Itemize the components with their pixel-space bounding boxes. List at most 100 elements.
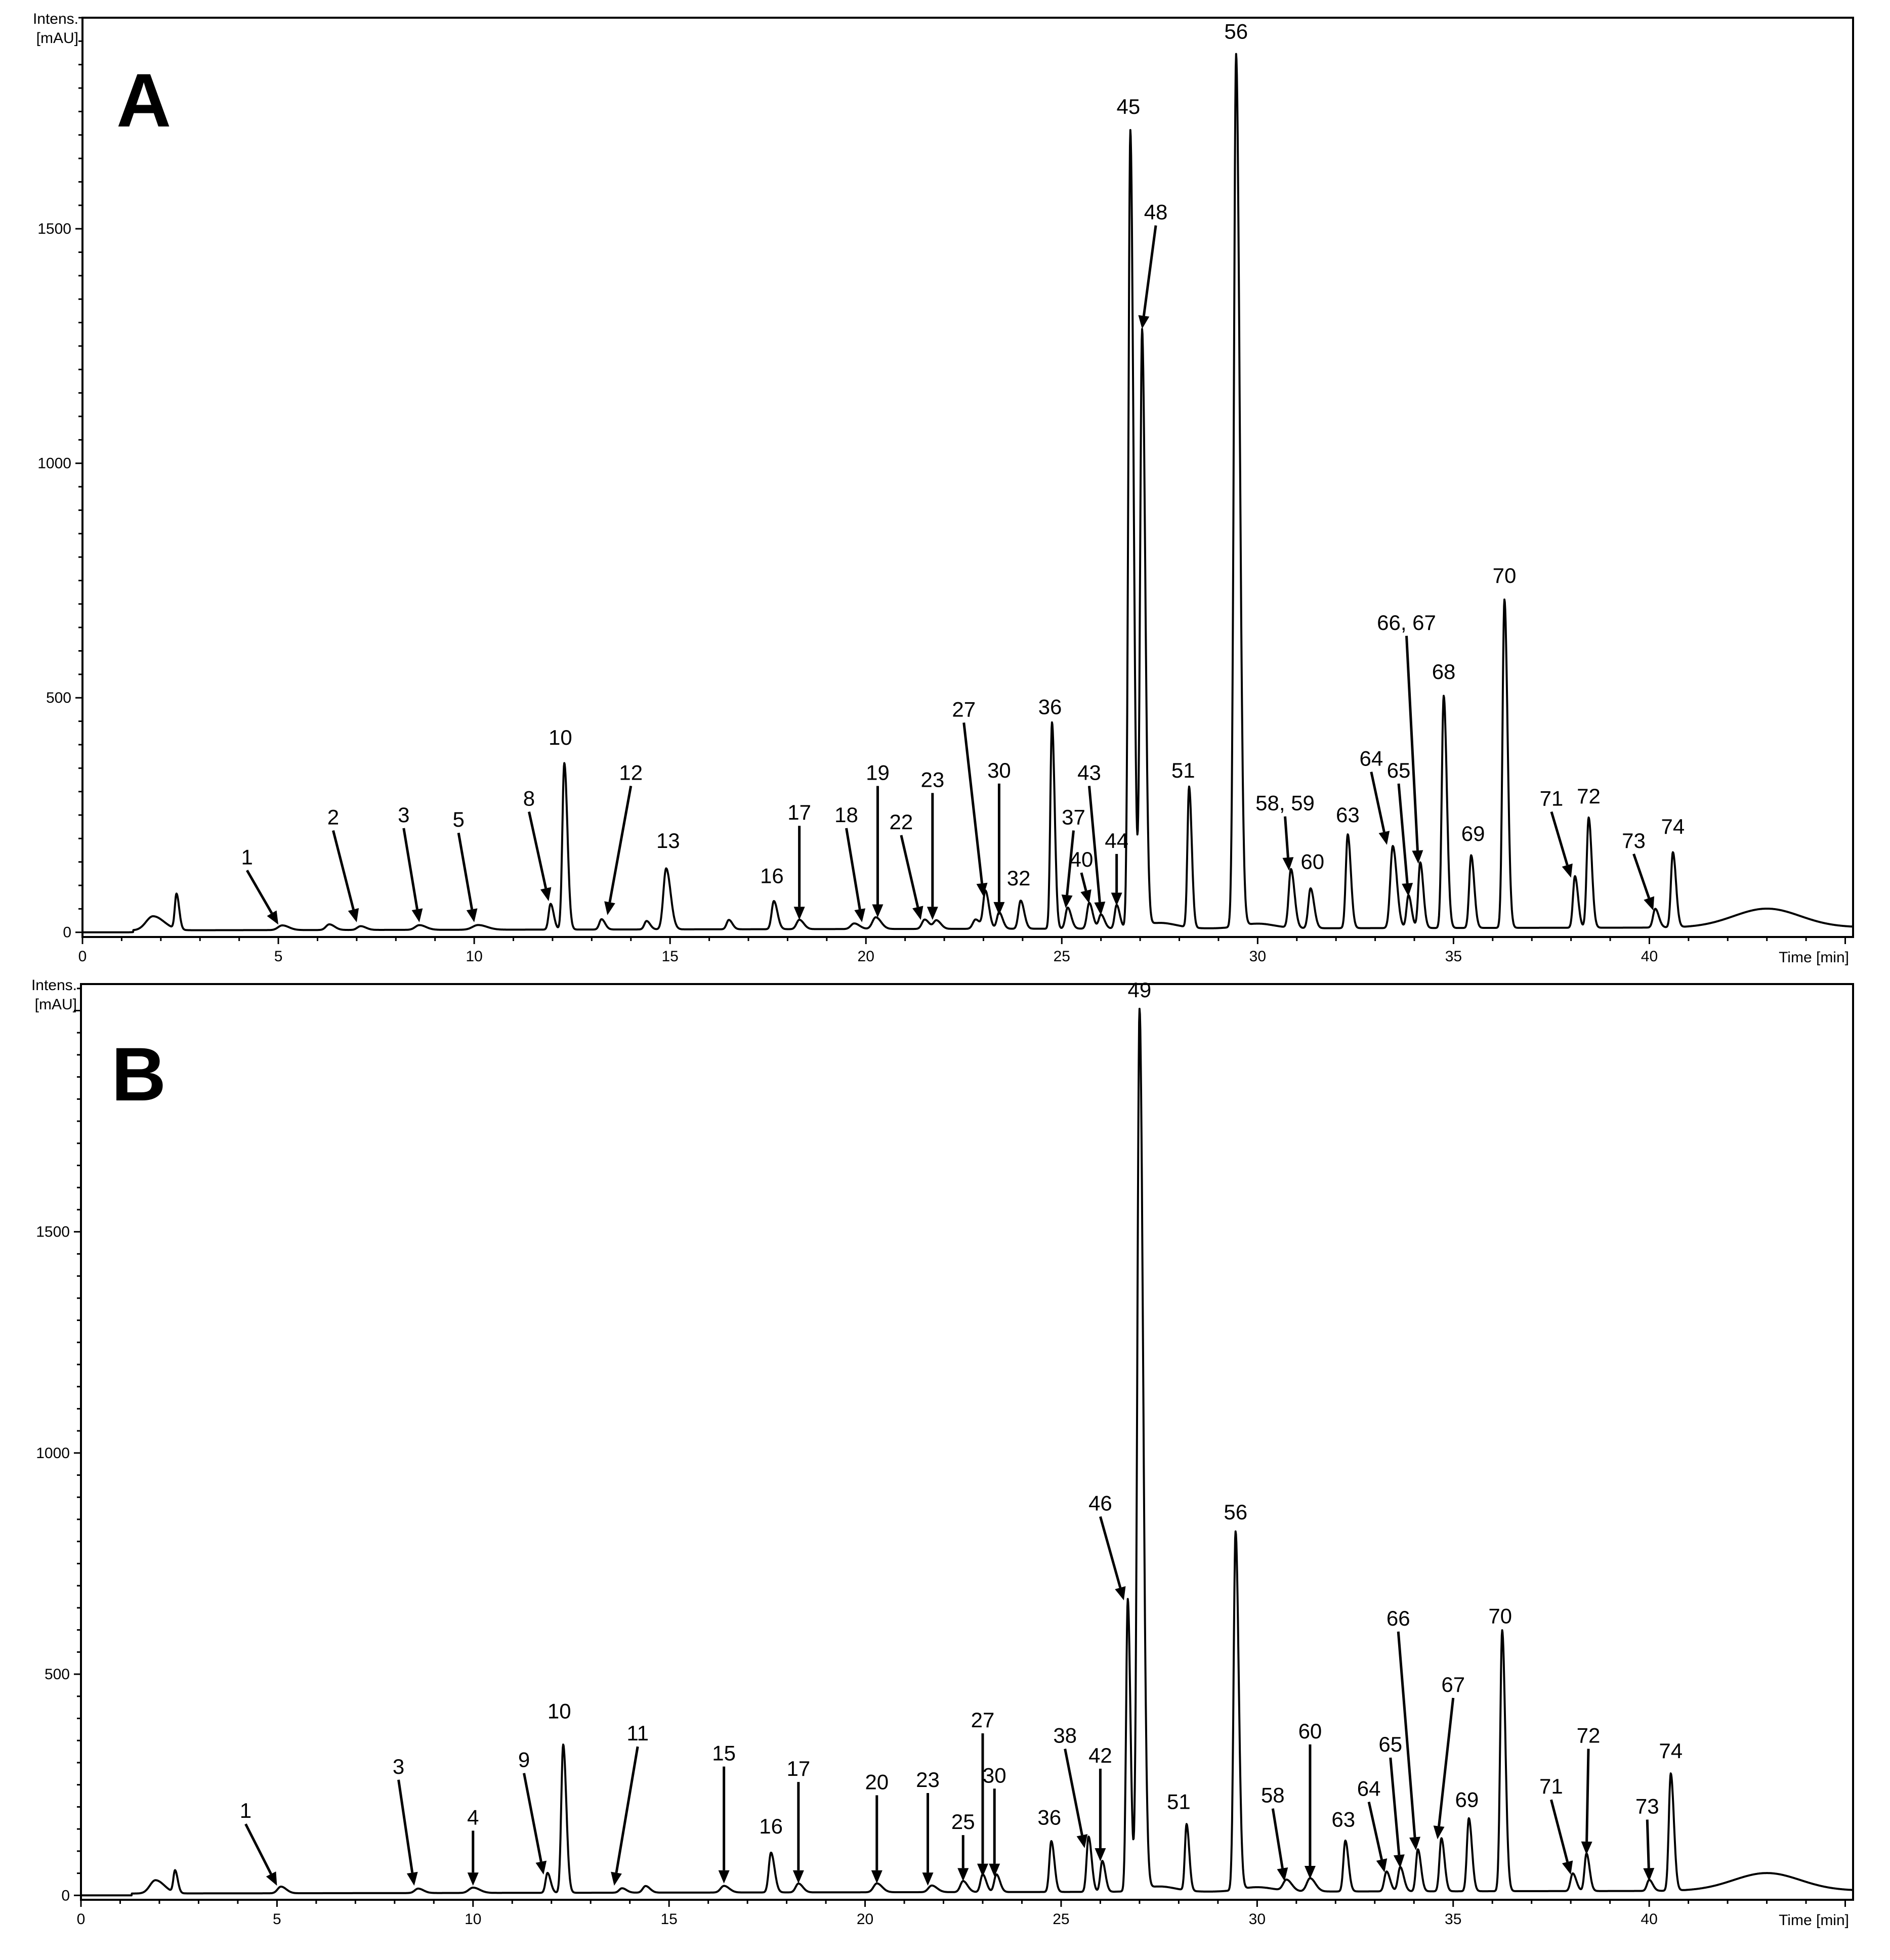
peak-label-group: 51 bbox=[1167, 1790, 1191, 1814]
peak-label: 8 bbox=[523, 786, 535, 810]
peak-arrow-head bbox=[912, 906, 923, 920]
peak-label: 71 bbox=[1540, 786, 1564, 810]
y-tick-label: 1000 bbox=[36, 1445, 70, 1462]
peak-label-group: 69 bbox=[1455, 1787, 1479, 1811]
peak-label-group: 16 bbox=[759, 1814, 783, 1838]
peak-arrow-shaft bbox=[1370, 772, 1385, 832]
peak-label-group: 56 bbox=[1224, 1500, 1247, 1524]
peak-arrow-head bbox=[854, 908, 866, 922]
peak-arrow-shaft bbox=[1550, 1799, 1569, 1862]
peak-arrow-head bbox=[1643, 1868, 1655, 1882]
peak-label-group: 68 bbox=[1432, 660, 1456, 684]
peak-arrow-head bbox=[922, 1872, 934, 1886]
peak-label: 20 bbox=[865, 1770, 889, 1794]
peak-label: 51 bbox=[1171, 758, 1195, 782]
peak-arrow-head bbox=[1282, 857, 1294, 871]
peak-label: 11 bbox=[626, 1721, 649, 1745]
peak-arrow-head bbox=[871, 1870, 883, 1884]
peak-arrow-head bbox=[406, 1871, 418, 1886]
peak-label: 4 bbox=[467, 1805, 479, 1829]
peak-arrow-head bbox=[793, 907, 805, 920]
peak-label: 64 bbox=[1359, 747, 1383, 771]
plot-frame bbox=[81, 17, 1854, 938]
peak-label: 9 bbox=[518, 1748, 530, 1772]
x-tick-label: 15 bbox=[660, 1911, 677, 1928]
peak-label-group: 58, 59 bbox=[1255, 791, 1315, 871]
peak-label-group: 1 bbox=[240, 1799, 277, 1886]
peak-label-group: 73 bbox=[1635, 1794, 1659, 1882]
peak-arrow-shaft bbox=[1064, 1749, 1083, 1836]
peak-arrow-head bbox=[466, 908, 478, 922]
peak-label: 23 bbox=[920, 768, 944, 791]
peak-arrow-head bbox=[604, 901, 615, 915]
peak-label: 73 bbox=[1635, 1794, 1659, 1818]
peak-label: 1 bbox=[241, 845, 253, 869]
peak-label-group: 20 bbox=[865, 1770, 889, 1884]
peak-arrow-head bbox=[1115, 1586, 1126, 1601]
peak-label-group: 30 bbox=[987, 758, 1011, 915]
peak-label: 66, 67 bbox=[1377, 611, 1436, 634]
peak-label: 23 bbox=[916, 1768, 940, 1792]
peak-label: 25 bbox=[951, 1810, 975, 1834]
peak-label: 58 bbox=[1261, 1783, 1285, 1807]
peak-label: 74 bbox=[1659, 1739, 1683, 1763]
peak-label-group: 36 bbox=[1038, 695, 1062, 719]
peak-label: 63 bbox=[1336, 803, 1360, 827]
peak-arrow-head bbox=[1412, 850, 1423, 864]
peak-arrow-head bbox=[1581, 1841, 1592, 1855]
peak-label: 60 bbox=[1300, 850, 1324, 874]
peak-label-group: 1 bbox=[241, 845, 279, 925]
peak-arrow-head bbox=[1393, 1854, 1405, 1868]
y-tick-label: 1000 bbox=[37, 455, 71, 472]
peak-label-group: 27 bbox=[952, 697, 988, 897]
peak-label-group: 65 bbox=[1378, 1732, 1405, 1868]
peak-label-group: 25 bbox=[951, 1810, 975, 1882]
peak-label: 58, 59 bbox=[1255, 791, 1315, 815]
peak-arrow-shaft bbox=[1632, 854, 1651, 899]
panel-b: B Intens. [mAU] Time [min] 0 5 10 15 20 25 30 35 40 0… bbox=[31, 977, 1854, 1929]
peak-label: 68 bbox=[1432, 660, 1456, 684]
plot-frame bbox=[80, 983, 1854, 1901]
peak-label: 63 bbox=[1331, 1808, 1355, 1831]
x-tick-label: 5 bbox=[274, 948, 283, 965]
peak-label: 3 bbox=[393, 1755, 404, 1778]
peak-label-group: 18 bbox=[834, 803, 866, 922]
peak-arrow-shaft bbox=[962, 722, 984, 884]
peak-arrow-shaft bbox=[1438, 1697, 1455, 1826]
y-tick-label: 0 bbox=[61, 1887, 70, 1904]
y-tick-label: 500 bbox=[46, 690, 71, 706]
peak-label-group: 9 bbox=[518, 1748, 547, 1875]
x-axis-title: Time [min] bbox=[1779, 1912, 1849, 1929]
peak-arrow-head bbox=[1304, 1866, 1316, 1880]
peak-arrow-shaft bbox=[1405, 635, 1419, 851]
peak-arrow-head bbox=[266, 1871, 277, 1886]
peak-label: 44 bbox=[1105, 829, 1128, 853]
peak-label: 70 bbox=[1493, 564, 1517, 587]
peak-label-group: 8 bbox=[523, 786, 552, 902]
peak-arrow-head bbox=[467, 1872, 479, 1886]
peak-arrow-head bbox=[927, 907, 938, 920]
peak-label-group: 46 bbox=[1088, 1492, 1126, 1601]
x-tick-label: 20 bbox=[857, 1911, 873, 1928]
y-axis-unit: [mAU] bbox=[35, 996, 77, 1013]
peak-label-group: 3 bbox=[398, 803, 423, 922]
peak-arrow-head bbox=[540, 887, 552, 902]
peak-label-group: 72 bbox=[1577, 1724, 1600, 1855]
peak-arrow-shaft bbox=[244, 1823, 272, 1875]
peak-label-group: 48 bbox=[1138, 200, 1167, 329]
peak-arrow-head bbox=[611, 1871, 622, 1886]
peak-arrow-head bbox=[977, 1863, 988, 1877]
peak-label-group: 66 bbox=[1387, 1606, 1420, 1851]
peak-label-group: 4 bbox=[467, 1805, 479, 1886]
peak-label: 64 bbox=[1357, 1777, 1381, 1801]
peak-arrow-shaft bbox=[1646, 1819, 1650, 1868]
peak-label-group: 40 bbox=[1070, 847, 1093, 904]
peak-label-group: 67 bbox=[1433, 1673, 1465, 1840]
peak-arrow-shaft bbox=[900, 835, 919, 908]
peak-label-group: 23 bbox=[920, 768, 944, 920]
peak-label: 5 bbox=[452, 807, 464, 831]
peak-label: 36 bbox=[1038, 695, 1062, 719]
x-axis-title: Time [min] bbox=[1779, 949, 1849, 966]
y-tick-label: 0 bbox=[63, 924, 71, 941]
